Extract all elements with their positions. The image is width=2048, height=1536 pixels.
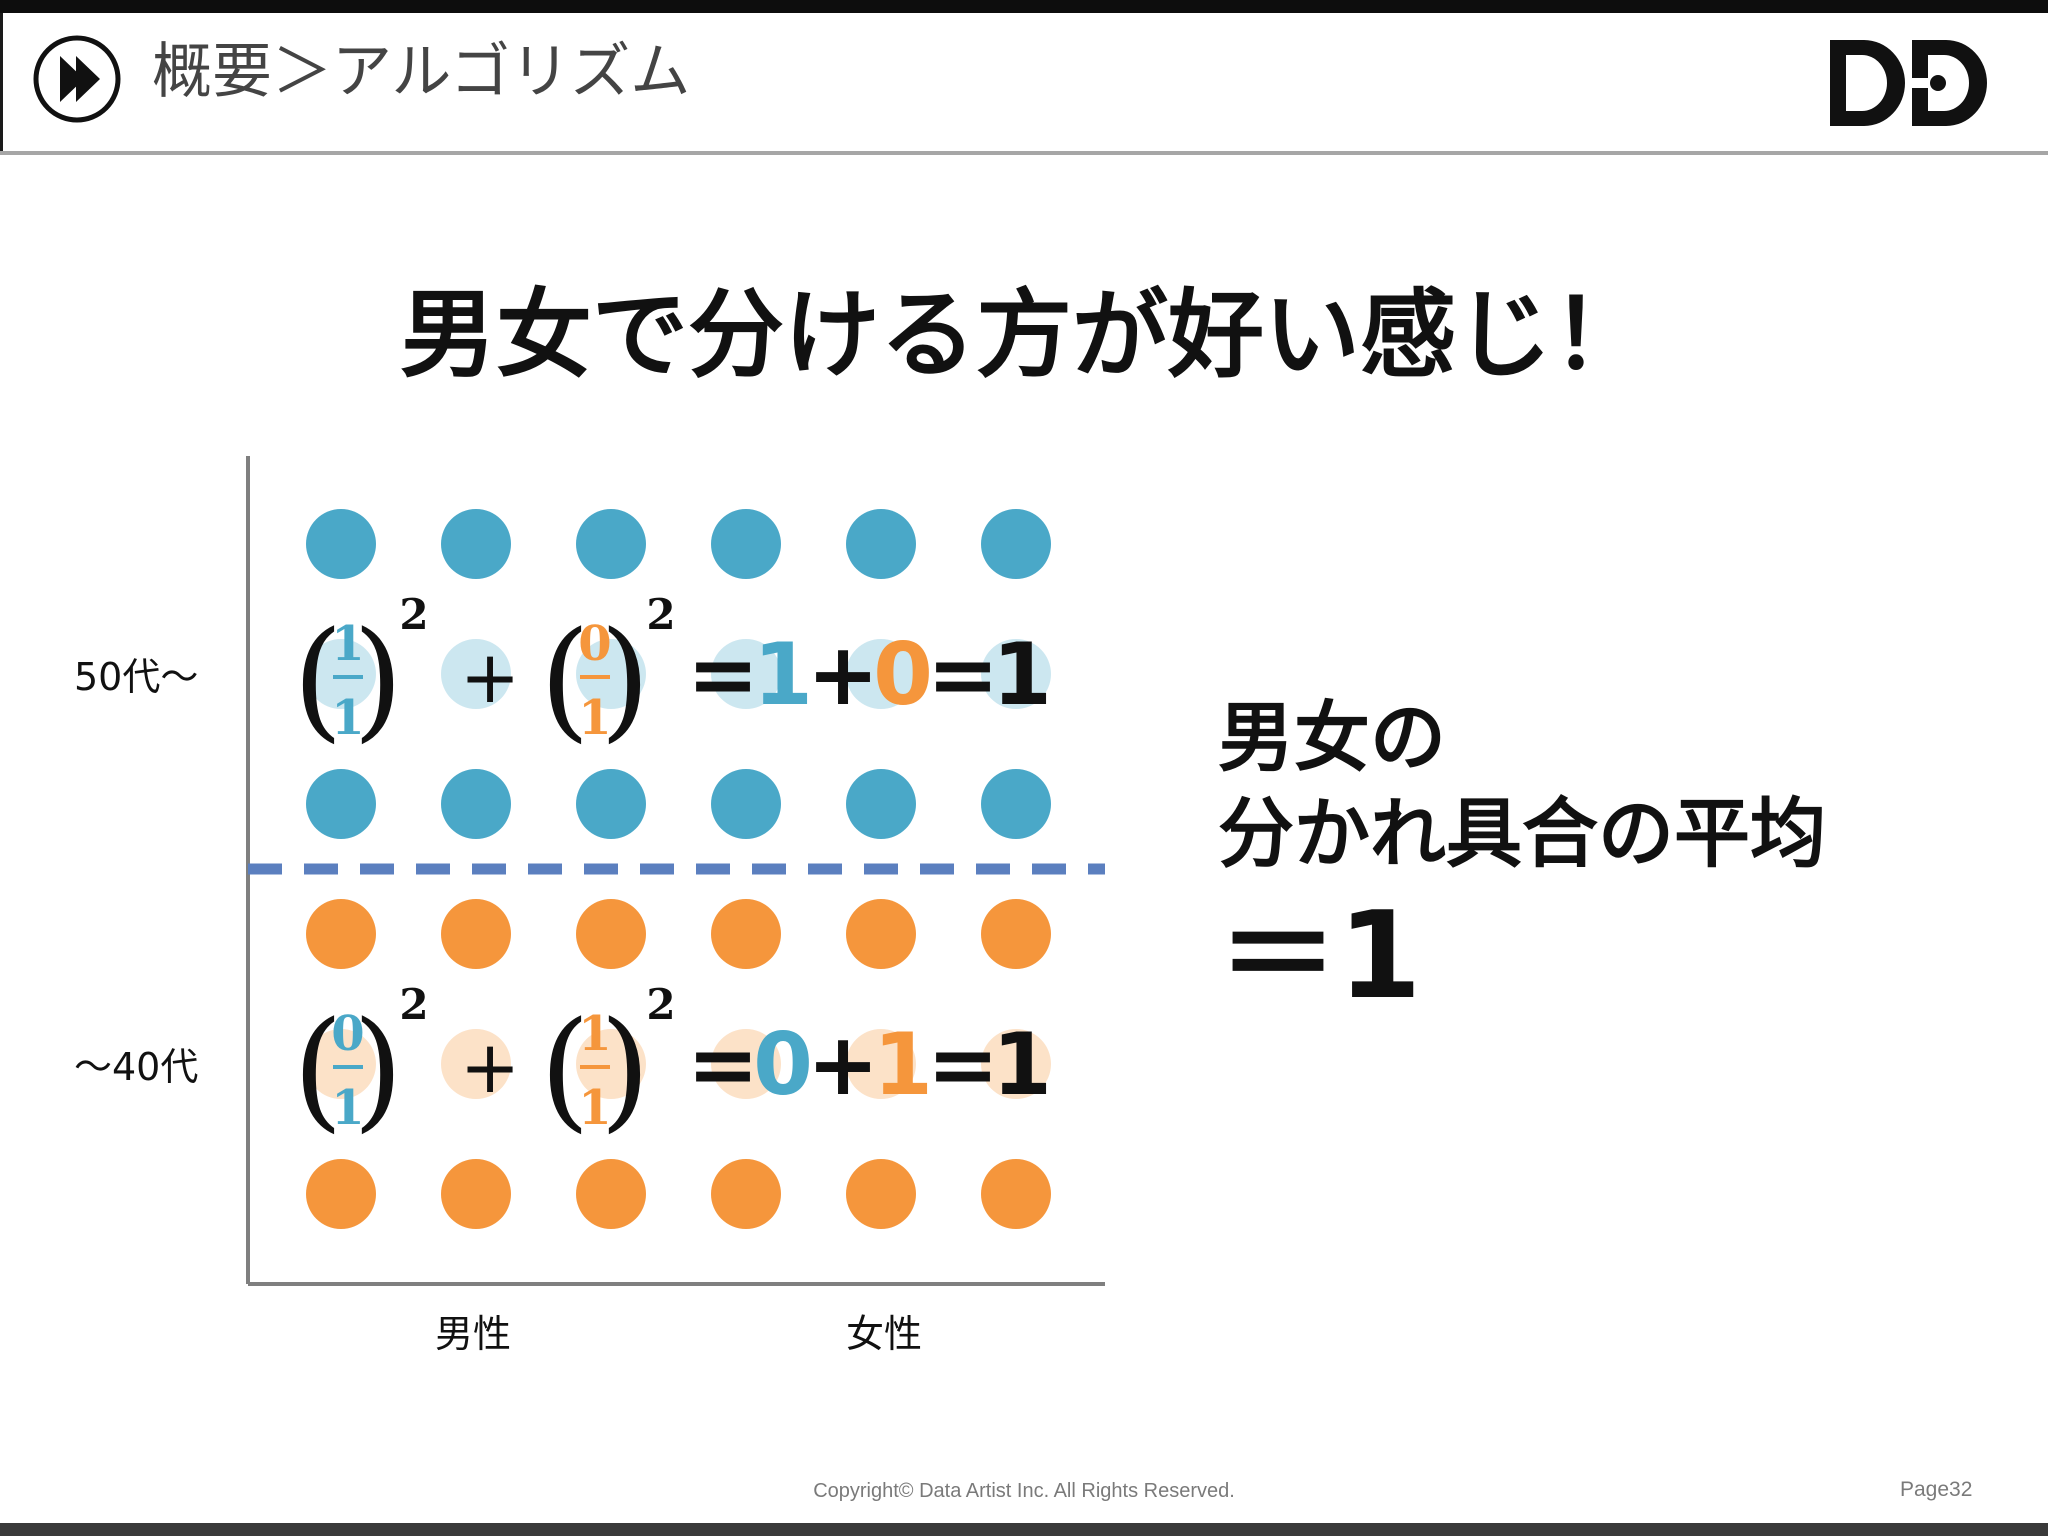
formula-term: 0 [873, 625, 933, 725]
summary-text: 男女の 分かれ具合の平均 ＝1 [1218, 690, 1826, 1032]
data-dot [306, 509, 376, 579]
copyright: Copyright© Data Artist Inc. All Rights R… [813, 1480, 1235, 1502]
data-dot [441, 1159, 511, 1229]
x-tick-label: 女性 [846, 1312, 922, 1356]
data-dot [846, 899, 916, 969]
data-dot [441, 769, 511, 839]
formula-backdrop [296, 604, 1096, 744]
formula-result: 1 [992, 625, 1052, 725]
x-tick-label: 男性 [435, 1312, 511, 1356]
formula-exponent: 2 [399, 980, 428, 1029]
data-dot [711, 769, 781, 839]
header-divider [0, 151, 2048, 155]
summary-line-2: 分かれ具合の平均 [1218, 789, 1826, 878]
data-dot [306, 1159, 376, 1229]
data-dot [981, 509, 1051, 579]
data-dot [711, 899, 781, 969]
data-dot [576, 509, 646, 579]
slide-headline: 男女で分ける方が好い感じ！ [400, 279, 1648, 391]
fraction-numerator: 0 [331, 1006, 364, 1062]
page-number: Page32 [1900, 1478, 1973, 1501]
data-dot [711, 1159, 781, 1229]
fraction-denominator: 1 [331, 690, 364, 746]
data-dot [306, 769, 376, 839]
data-dot [711, 509, 781, 579]
formula-exponent: 2 [646, 980, 675, 1029]
play-forward-icon [33, 35, 121, 123]
company-logo [1830, 40, 1987, 126]
breadcrumb: 概要＞アルゴリズム [152, 37, 691, 107]
fraction-denominator: 1 [578, 1080, 611, 1136]
formula-equals: = [927, 625, 999, 725]
formula-backdrop [296, 994, 1096, 1134]
formula-equals: = [687, 625, 759, 725]
data-dot [576, 769, 646, 839]
formula-exponent: 2 [399, 590, 428, 639]
fraction-numerator: 0 [578, 616, 611, 672]
formula-equals: = [687, 1015, 759, 1115]
data-dot [981, 1159, 1051, 1229]
fraction-numerator: 1 [331, 616, 364, 672]
data-dot [576, 1159, 646, 1229]
header-left-edge [0, 13, 3, 155]
y-tick-label: 〜40代 [74, 1045, 199, 1089]
summary-line-1: 男女の [1218, 693, 1446, 782]
data-dot [846, 1159, 916, 1229]
formula-term: 0 [753, 1015, 813, 1115]
fraction-denominator: 1 [578, 690, 611, 746]
bottom-bar [0, 1523, 2048, 1536]
formula-term: + [807, 625, 879, 725]
formula-term: + [807, 1015, 879, 1115]
formula-exponent: 2 [646, 590, 675, 639]
data-dot [846, 509, 916, 579]
data-dot [981, 769, 1051, 839]
data-dot [306, 899, 376, 969]
data-dot [981, 899, 1051, 969]
summary-result: ＝1 [1218, 887, 1422, 1026]
data-dot [441, 899, 511, 969]
y-tick-label: 50代〜 [74, 655, 199, 699]
data-dot [441, 509, 511, 579]
data-dot [846, 769, 916, 839]
formula-plus: + [460, 635, 520, 719]
formula-term: 1 [873, 1015, 933, 1115]
formula-equals: = [927, 1015, 999, 1115]
grouping-chart: ()112()012+ =1+0=1()012()112+ =0+1=1男性 女性 [246, 456, 1105, 1356]
data-dot [576, 899, 646, 969]
formula-term: 1 [753, 625, 813, 725]
fraction-numerator: 1 [578, 1006, 611, 1062]
formula-plus: + [460, 1025, 520, 1109]
formula-result: 1 [992, 1015, 1052, 1115]
fraction-denominator: 1 [331, 1080, 364, 1136]
top-bar [0, 0, 2048, 13]
